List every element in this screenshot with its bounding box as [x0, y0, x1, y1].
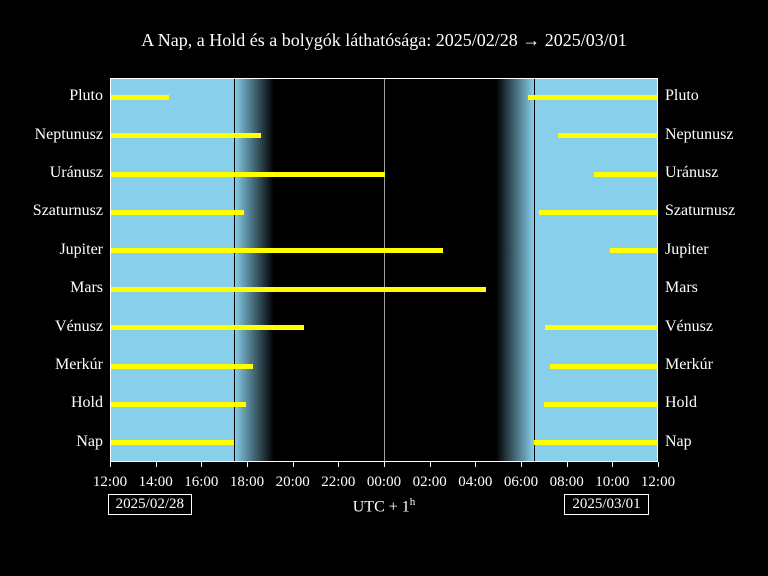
x-axis-label-text: UTC + 1	[353, 498, 410, 515]
body-label-left: Neptunusz	[35, 126, 103, 144]
x-tick-label: 04:00	[458, 474, 492, 491]
x-tick-mark	[156, 462, 157, 467]
x-tick-mark	[338, 462, 339, 467]
body-label-right: Nap	[665, 433, 692, 451]
x-tick-label: 06:00	[504, 474, 538, 491]
body-label-right: Uránusz	[665, 164, 718, 182]
body-label-left: Jupiter	[59, 241, 103, 259]
x-axis: 12:0014:0016:0018:0020:0022:0000:0002:00…	[110, 468, 658, 492]
body-label-right: Hold	[665, 394, 697, 412]
x-tick-mark	[521, 462, 522, 467]
x-tick-mark	[293, 462, 294, 467]
body-label-left: Mars	[70, 279, 103, 297]
visibility-bar	[110, 440, 234, 445]
body-label-left: Merkúr	[55, 356, 103, 374]
chart-title: A Nap, a Hold és a bolygók láthatósága: …	[0, 30, 768, 51]
body-label-left: Vénusz	[55, 318, 103, 336]
body-label-right: Szaturnusz	[665, 202, 735, 220]
visibility-bar	[110, 95, 169, 100]
visibility-bar	[110, 364, 253, 369]
x-tick-label: 18:00	[230, 474, 264, 491]
visibility-bar	[110, 248, 443, 253]
body-label-right: Neptunusz	[665, 126, 733, 144]
body-label-left: Hold	[71, 394, 103, 412]
x-tick-label: 12:00	[641, 474, 675, 491]
x-tick-label: 22:00	[321, 474, 355, 491]
body-label-left: Szaturnusz	[33, 202, 103, 220]
visibility-bar	[594, 172, 658, 177]
x-tick-mark	[612, 462, 613, 467]
date-label-end: 2025/03/01	[564, 494, 648, 515]
visibility-bar	[534, 440, 658, 445]
visibility-bar	[110, 287, 486, 292]
visibility-bar	[110, 133, 261, 138]
x-tick-mark	[658, 462, 659, 467]
visibility-bar	[110, 325, 304, 330]
body-label-left: Nap	[76, 433, 103, 451]
visibility-bar	[558, 133, 658, 138]
body-label-left: Pluto	[69, 87, 103, 105]
x-tick-label: 02:00	[413, 474, 447, 491]
visibility-bar	[550, 364, 658, 369]
visibility-bar	[110, 172, 385, 177]
visibility-bar	[544, 402, 658, 407]
x-tick-label: 14:00	[139, 474, 173, 491]
body-label-left: Uránusz	[50, 164, 103, 182]
x-tick-mark	[110, 462, 111, 467]
date-label-start: 2025/02/28	[108, 494, 192, 515]
x-tick-label: 12:00	[93, 474, 127, 491]
x-tick-label: 10:00	[595, 474, 629, 491]
x-tick-label: 08:00	[550, 474, 584, 491]
x-axis-label: UTC + 1h	[334, 496, 434, 516]
x-tick-label: 20:00	[276, 474, 310, 491]
visibility-bar	[545, 325, 658, 330]
x-tick-mark	[567, 462, 568, 467]
dawn-gradient	[496, 78, 534, 462]
visibility-bar	[110, 210, 244, 215]
body-label-right: Jupiter	[665, 241, 709, 259]
x-axis-label-sup: h	[410, 496, 416, 508]
visibility-bar	[528, 95, 658, 100]
x-tick-mark	[430, 462, 431, 467]
midnight-line	[384, 78, 385, 462]
visibility-bar	[539, 210, 658, 215]
sunrise-line	[534, 78, 535, 462]
visibility-bar	[610, 248, 658, 253]
x-tick-mark	[247, 462, 248, 467]
x-tick-mark	[384, 462, 385, 467]
x-tick-mark	[475, 462, 476, 467]
visibility-bar	[110, 402, 246, 407]
body-label-right: Mars	[665, 279, 698, 297]
x-tick-label: 16:00	[184, 474, 218, 491]
x-tick-label: 00:00	[367, 474, 401, 491]
body-label-right: Pluto	[665, 87, 699, 105]
body-label-right: Vénusz	[665, 318, 713, 336]
chart-plot-area	[110, 78, 658, 462]
x-tick-mark	[201, 462, 202, 467]
body-label-right: Merkúr	[665, 356, 713, 374]
